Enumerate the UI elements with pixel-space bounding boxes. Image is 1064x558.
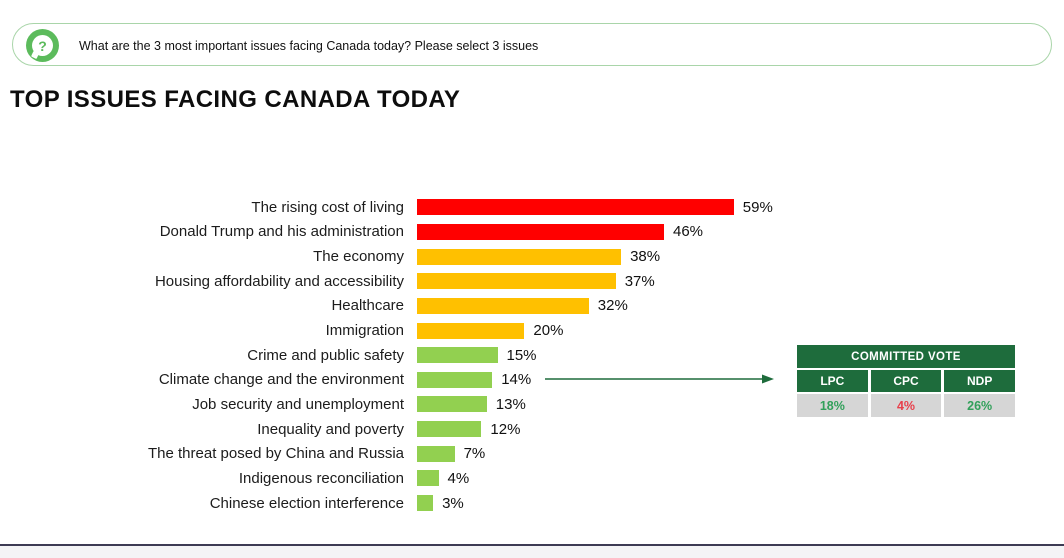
page-title: TOP ISSUES FACING CANADA TODAY <box>10 86 461 113</box>
bar-value-label: 3% <box>442 494 464 512</box>
bar-value-label: 7% <box>463 445 486 463</box>
connector-arrow <box>545 374 774 384</box>
column-header-ndp: NDP <box>944 370 1015 392</box>
bar-chart: The rising cost of living 59% Donald Trump… <box>0 195 800 515</box>
bar-row: Job security and unemployment 13% <box>0 392 800 417</box>
question-mark-icon: ? <box>26 29 59 62</box>
bar-row: Donald Trump and his administration 46% <box>0 220 800 245</box>
bar-label: Inequality and poverty <box>257 420 404 438</box>
bar-row: Immigration 20% <box>0 318 800 343</box>
bar-row: Healthcare 32% <box>0 294 800 319</box>
bar-label: Chinese election interference <box>209 494 404 512</box>
column-header-lpc: LPC <box>797 370 868 392</box>
bar <box>417 322 525 339</box>
bar <box>417 223 664 240</box>
value-cell-cpc: 4% <box>870 394 942 417</box>
bar-row: The rising cost of living 59% <box>0 195 800 220</box>
bar-value-label: 13% <box>495 395 526 413</box>
bar <box>417 273 616 290</box>
committed-vote-table: COMMITTED VOTE LPC CPC NDP 18% 4% 26% <box>797 345 1015 417</box>
question-text: What are the 3 most important issues fac… <box>79 38 539 53</box>
bar-value-label: 15% <box>506 346 537 364</box>
footer-strip <box>0 546 1064 558</box>
bar <box>417 470 439 487</box>
bar-value-label: 12% <box>490 420 521 438</box>
bar-row: Indigenous reconciliation 4% <box>0 466 800 491</box>
bar-label: Donald Trump and his administration <box>159 223 404 241</box>
bar <box>417 248 622 265</box>
bar-value-label: 14% <box>501 371 532 389</box>
footer-divider <box>0 544 1064 546</box>
bar <box>417 297 589 314</box>
bar-label: The threat posed by China and Russia <box>148 445 404 463</box>
bar-value-label: 20% <box>533 322 564 340</box>
bar <box>417 495 434 511</box>
bar-row: Housing affordability and accessibility 3… <box>0 269 800 294</box>
question-banner: What are the 3 most important issues fac… <box>12 23 1052 66</box>
bar-value-label: 46% <box>673 223 704 241</box>
bar-value-label: 32% <box>597 297 628 315</box>
bar-row: The economy 38% <box>0 244 800 269</box>
bar-row: Inequality and poverty 12% <box>0 417 800 442</box>
bar <box>417 199 734 216</box>
bar <box>417 371 493 388</box>
bar-label: Crime and public safety <box>247 346 404 364</box>
bar-label: The rising cost of living <box>251 198 404 216</box>
value-cell-ndp: 26% <box>944 394 1015 417</box>
bar-row: Crime and public safety 15% <box>0 343 800 368</box>
bar-label: Climate change and the environment <box>158 371 404 389</box>
bar-row: The threat posed by China and Russia 7% <box>0 441 800 466</box>
bar-value-label: 38% <box>630 248 661 266</box>
bar-value-label: 59% <box>742 198 773 216</box>
bar <box>417 421 482 438</box>
bar-value-label: 4% <box>447 469 470 487</box>
bar-label: The economy <box>313 248 404 266</box>
bar <box>417 396 487 413</box>
column-header-cpc: CPC <box>870 370 942 392</box>
bar-label: Immigration <box>325 322 404 340</box>
bar <box>417 445 455 462</box>
speech-bubble-icon: ? <box>32 35 53 56</box>
bar-label: Housing affordability and accessibility <box>154 272 404 290</box>
bar <box>417 347 498 364</box>
bar-row: Chinese election interference 3% <box>0 491 800 516</box>
committed-vote-value-row: 18% 4% 26% <box>797 394 1015 417</box>
committed-vote-title: COMMITTED VOTE <box>797 345 1015 368</box>
bar-label: Indigenous reconciliation <box>238 469 404 487</box>
bar-row: Climate change and the environment 14% <box>0 367 800 392</box>
bar-label: Job security and unemployment <box>192 395 404 413</box>
value-cell-lpc: 18% <box>797 394 868 417</box>
bar-label: Healthcare <box>331 297 404 315</box>
committed-vote-header-row: LPC CPC NDP <box>797 370 1015 392</box>
bar-value-label: 37% <box>624 272 655 290</box>
